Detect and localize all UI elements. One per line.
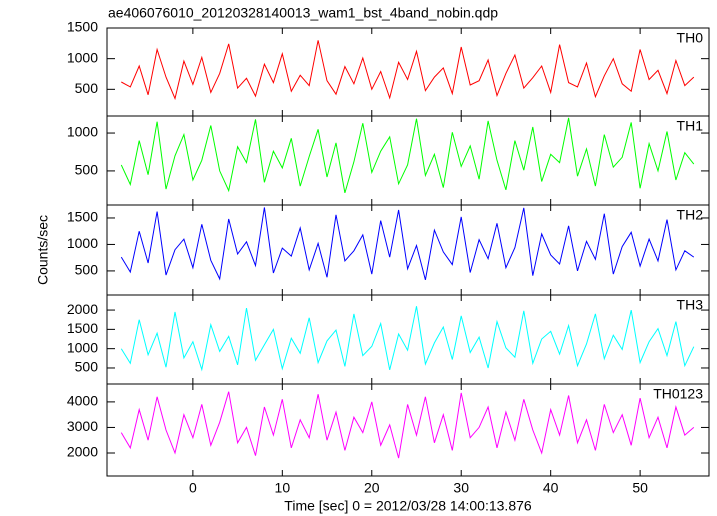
panel-label: TH0: [677, 30, 704, 46]
y-tick-label: 1000: [67, 49, 98, 65]
chart-title: ae406076010_20120328140013_wam1_bst_4ban…: [108, 5, 498, 21]
y-tick-label: 1500: [67, 19, 98, 35]
panel-label: TH2: [677, 207, 704, 223]
y-tick-label: 1000: [67, 235, 98, 251]
y-tick-label: 2000: [67, 444, 98, 460]
panel-label: TH3: [677, 297, 704, 313]
y-tick-label: 1000: [67, 339, 98, 355]
x-axis-label: Time [sec] 0 = 2012/03/28 14:00:13.876: [284, 498, 532, 514]
y-tick-label: 2000: [67, 301, 98, 317]
y-tick-label: 1500: [67, 209, 98, 225]
panel-frame: [106, 294, 710, 385]
y-tick-label: 500: [75, 162, 99, 178]
y-tick-label: 500: [75, 359, 99, 375]
panel-frame: [106, 204, 710, 296]
y-tick-label: 1500: [67, 320, 98, 336]
y-tick-label: 4000: [67, 393, 98, 409]
x-tick-label: 50: [632, 480, 648, 496]
y-tick-label: 3000: [67, 418, 98, 434]
y-tick-label: 500: [75, 262, 99, 278]
light-curve: [120, 306, 695, 372]
x-tick-label: 20: [364, 480, 380, 496]
x-tick-label: 30: [453, 480, 469, 496]
y-tick-label: 500: [75, 80, 99, 96]
light-curve: [120, 117, 695, 194]
y-tick-label: 1000: [67, 124, 98, 140]
light-curve: [121, 40, 695, 101]
panel-label: TH0123: [653, 386, 703, 402]
y-axis-label: Counts/sec: [35, 215, 51, 285]
light-curve: [120, 391, 695, 459]
light-curve: [120, 207, 695, 281]
x-tick-label: 10: [275, 480, 291, 496]
x-tick-label: 40: [543, 480, 559, 496]
panel-label: TH1: [677, 118, 704, 134]
x-tick-label: 0: [189, 480, 197, 496]
panel-frame: [106, 383, 710, 477]
